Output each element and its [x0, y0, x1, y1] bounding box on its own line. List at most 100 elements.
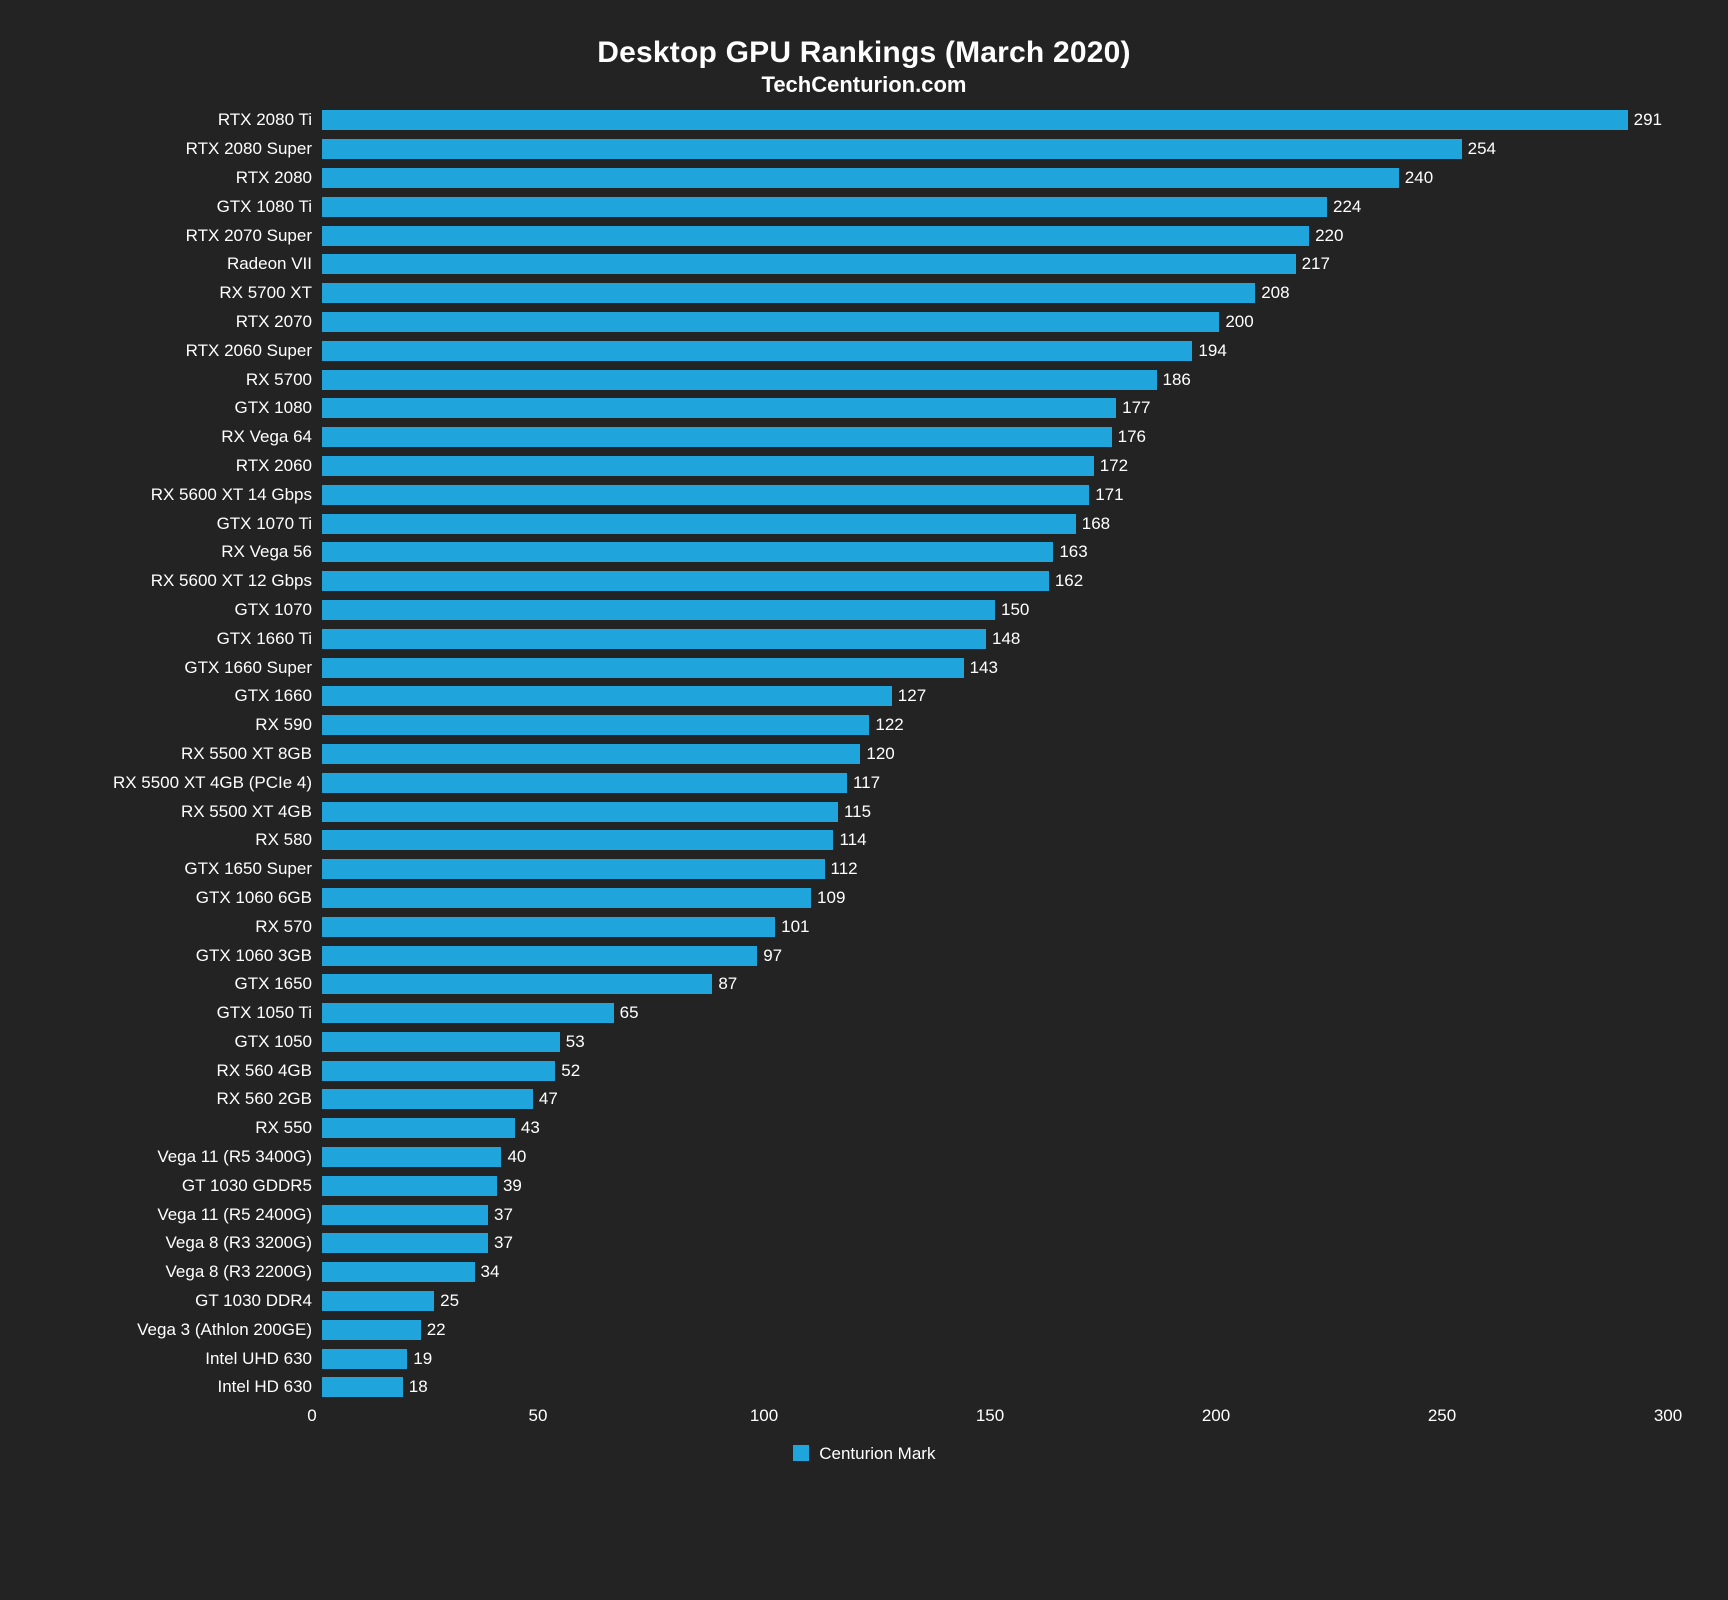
y-axis-label: Intel UHD 630 — [60, 1349, 322, 1369]
bar-value: 18 — [409, 1377, 428, 1397]
bar-region: 194 — [322, 336, 1668, 365]
bar-region: 40 — [322, 1143, 1668, 1172]
bar-region: 186 — [322, 365, 1668, 394]
bar-row: RX 570101 — [60, 912, 1668, 941]
bar — [322, 1003, 614, 1023]
bar-row: GTX 1660127 — [60, 682, 1668, 711]
bar-row: GTX 1660 Super143 — [60, 653, 1668, 682]
bar-region: 127 — [322, 682, 1668, 711]
y-axis-label: GTX 1070 — [60, 600, 322, 620]
y-axis-label: RX 580 — [60, 830, 322, 850]
bar — [322, 456, 1094, 476]
bar — [322, 859, 825, 879]
y-axis-label: RX 560 4GB — [60, 1061, 322, 1081]
y-axis-label: GTX 1060 6GB — [60, 888, 322, 908]
y-axis-label: RTX 2070 Super — [60, 226, 322, 246]
bar-value: 150 — [1001, 600, 1029, 620]
bar — [322, 888, 811, 908]
bar-row: GTX 1060 6GB 109 — [60, 884, 1668, 913]
bar-region: 22 — [322, 1315, 1668, 1344]
bar — [322, 1262, 475, 1282]
bar — [322, 254, 1296, 274]
bar — [322, 715, 869, 735]
bar — [322, 686, 892, 706]
bar-row: GTX 1060 3GB97 — [60, 941, 1668, 970]
bar — [322, 1349, 407, 1369]
bar — [322, 974, 712, 994]
x-tick: 200 — [1202, 1406, 1230, 1426]
bar-value: 186 — [1163, 370, 1191, 390]
bar — [322, 1176, 497, 1196]
bar-value: 52 — [561, 1061, 580, 1081]
bar-region: 19 — [322, 1344, 1668, 1373]
y-axis-label: Vega 11 (R5 3400G) — [60, 1147, 322, 1167]
bar — [322, 600, 995, 620]
y-axis-label: GTX 1650 Super — [60, 859, 322, 879]
x-tick: 0 — [307, 1406, 316, 1426]
bar-row: RTX 2070 Super220 — [60, 221, 1668, 250]
bar-value: 114 — [839, 830, 866, 850]
bar-region: 112 — [322, 855, 1668, 884]
bar-row: Vega 8 (R3 3200G)37 — [60, 1229, 1668, 1258]
bar — [322, 1233, 488, 1253]
bar-region: 47 — [322, 1085, 1668, 1114]
bar — [322, 773, 847, 793]
bar-region: 114 — [322, 826, 1668, 855]
bar-value: 34 — [481, 1262, 500, 1282]
bar-region: 43 — [322, 1114, 1668, 1143]
chart-container: Desktop GPU Rankings (March 2020) TechCe… — [0, 0, 1728, 1600]
bar-row: RTX 2080 Super254 — [60, 135, 1668, 164]
bar-region: 217 — [322, 250, 1668, 279]
bar-region: 109 — [322, 884, 1668, 913]
bar-row: GTX 1650 Super112 — [60, 855, 1668, 884]
bar — [322, 226, 1309, 246]
bar-row: RX 5500 XT 4GB (PCIe 4)117 — [60, 768, 1668, 797]
y-axis-label: RX Vega 64 — [60, 427, 322, 447]
bar — [322, 514, 1076, 534]
x-tick: 250 — [1428, 1406, 1456, 1426]
chart-legend: Centurion Mark — [60, 1444, 1668, 1464]
y-axis-label: GTX 1050 Ti — [60, 1003, 322, 1023]
bar-region: 224 — [322, 192, 1668, 221]
bar-row: GTX 105053 — [60, 1028, 1668, 1057]
bar — [322, 571, 1049, 591]
bar — [322, 542, 1053, 562]
bar-row: Vega 11 (R5 2400G)37 — [60, 1200, 1668, 1229]
y-axis-label: RX 560 2GB — [60, 1089, 322, 1109]
bar — [322, 946, 757, 966]
bar-value: 22 — [427, 1320, 446, 1340]
bar-value: 194 — [1198, 341, 1226, 361]
bar — [322, 830, 833, 850]
y-axis-label: RX Vega 56 — [60, 542, 322, 562]
bar-region: 101 — [322, 912, 1668, 941]
y-axis-label: GT 1030 DDR4 — [60, 1291, 322, 1311]
bar-value: 109 — [817, 888, 845, 908]
bar-value: 224 — [1333, 197, 1361, 217]
bar-value: 43 — [521, 1118, 540, 1138]
x-tick: 50 — [529, 1406, 548, 1426]
bar-value: 162 — [1055, 571, 1083, 591]
bar — [322, 1377, 403, 1397]
y-axis-label: RX 5700 XT — [60, 283, 322, 303]
bar — [322, 1118, 515, 1138]
bar-region: 172 — [322, 452, 1668, 481]
bar-row: RTX 2060 Super194 — [60, 336, 1668, 365]
y-axis-label: RX 5700 — [60, 370, 322, 390]
bar-row: RX 590122 — [60, 711, 1668, 740]
bar-row: GTX 1070 150 — [60, 596, 1668, 625]
bar-value: 163 — [1059, 542, 1087, 562]
bar-region: 65 — [322, 999, 1668, 1028]
y-axis-label: RTX 2080 Ti — [60, 110, 322, 130]
bar-value: 40 — [507, 1147, 526, 1167]
bar-row: RX 5700 XT208 — [60, 279, 1668, 308]
bar — [322, 197, 1327, 217]
bar — [322, 1089, 533, 1109]
x-axis: 050100150200250300 — [60, 1402, 1668, 1430]
bar-row: RTX 2070200 — [60, 308, 1668, 337]
bar-row: Intel HD 630 18 — [60, 1373, 1668, 1402]
bar-value: 65 — [620, 1003, 639, 1023]
bar-value: 19 — [413, 1349, 432, 1369]
y-axis-label: Intel HD 630 — [60, 1377, 322, 1397]
bar-region: 52 — [322, 1056, 1668, 1085]
bar-region: 291 — [322, 106, 1668, 135]
